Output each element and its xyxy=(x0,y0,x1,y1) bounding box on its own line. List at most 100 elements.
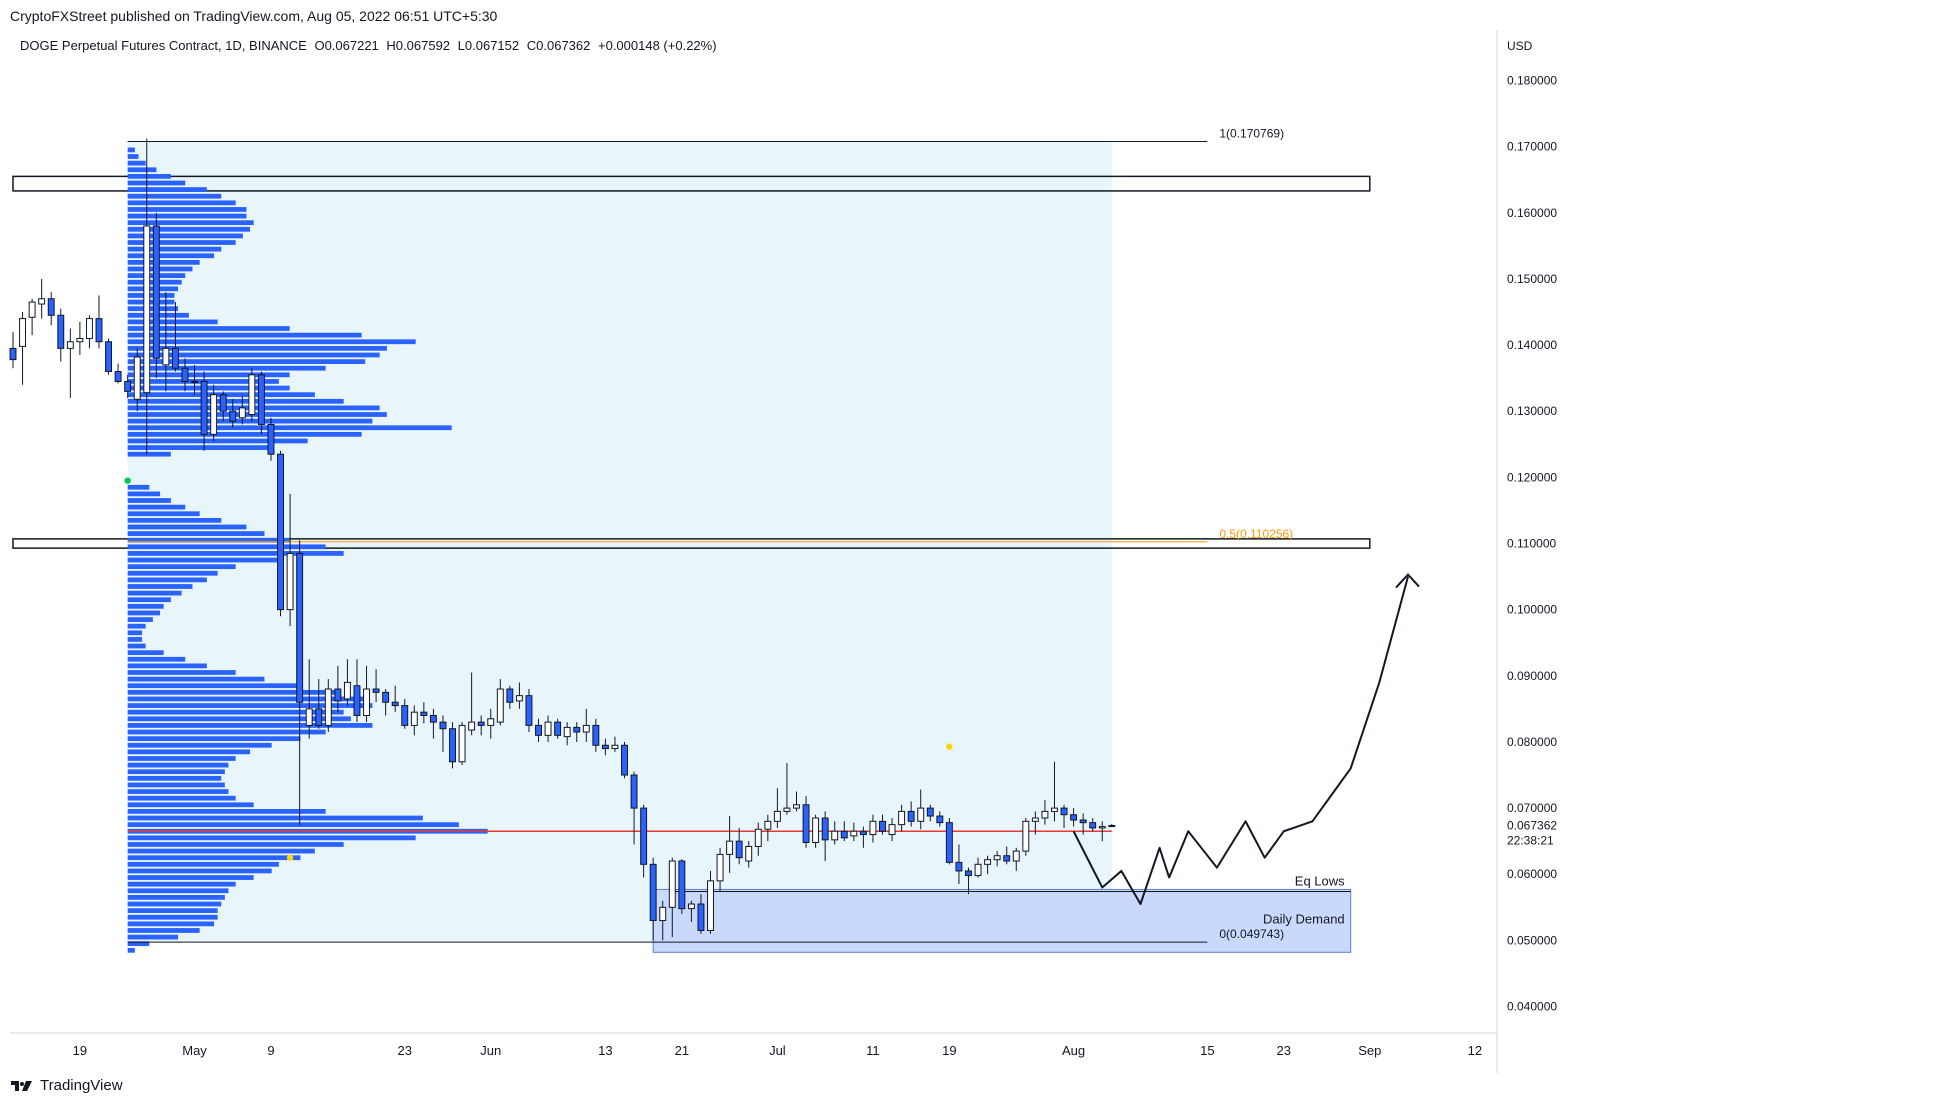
volume-profile-bar xyxy=(127,544,326,550)
volume-profile-bar xyxy=(127,345,387,351)
candle xyxy=(726,816,734,873)
candle-body xyxy=(1003,855,1011,862)
volume-profile-bar xyxy=(127,173,171,179)
fib-level-label: 0.5(0.110256) xyxy=(1219,527,1293,541)
candle-body xyxy=(124,380,132,392)
volume-profile-bar xyxy=(127,716,351,722)
volume-profile-bar xyxy=(127,511,200,517)
volume-profile-bar xyxy=(127,240,236,245)
candle xyxy=(305,659,313,739)
candle xyxy=(496,679,504,726)
demand-zone-label: Daily Demand xyxy=(1263,911,1345,926)
candle-body xyxy=(363,688,370,716)
candle-body xyxy=(1089,822,1097,829)
candle-body xyxy=(535,724,542,736)
publisher-line: CryptoFXStreet published on TradingView.… xyxy=(10,8,498,24)
candle xyxy=(1022,818,1030,856)
candle-body xyxy=(888,824,896,836)
candle-body xyxy=(114,371,122,382)
volume-profile-bar xyxy=(127,564,236,570)
volume-profile-bar xyxy=(127,339,416,345)
volume-profile-bar xyxy=(127,167,157,173)
candle-body xyxy=(955,861,963,872)
candle xyxy=(840,821,848,842)
volume-profile-bar xyxy=(127,418,373,424)
candle xyxy=(573,722,581,742)
candle-body xyxy=(1098,826,1106,829)
candle xyxy=(9,331,17,369)
candle xyxy=(1098,821,1106,842)
y-tick-label: 0.080000 xyxy=(1507,735,1557,749)
candle-body xyxy=(410,711,418,726)
candle-body xyxy=(1012,850,1020,862)
volume-profile-bar xyxy=(127,921,215,927)
candle-body xyxy=(85,318,93,339)
candle-body xyxy=(95,318,103,343)
y-tick-label: 0.160000 xyxy=(1507,206,1557,220)
x-tick-label: Jul xyxy=(769,1043,786,1058)
candle xyxy=(200,371,208,451)
candle xyxy=(286,493,294,627)
candle-body xyxy=(66,341,74,349)
candle xyxy=(821,811,829,862)
candle-body xyxy=(200,380,208,435)
volume-profile-bar xyxy=(127,484,150,490)
footer-brand: TradingView xyxy=(40,1077,123,1094)
candle xyxy=(1108,824,1116,828)
volume-profile-bar xyxy=(127,809,326,814)
eq-lows-label: Eq Lows xyxy=(1295,873,1345,888)
volume-profile-bar xyxy=(127,848,315,854)
candle-body xyxy=(468,721,476,731)
candle xyxy=(85,315,93,349)
volume-profile-bar xyxy=(127,782,225,788)
volume-profile-bar xyxy=(127,868,272,874)
x-tick-label: 15 xyxy=(1200,1043,1214,1058)
candle-body xyxy=(515,695,523,702)
volume-profile-bar xyxy=(127,193,222,199)
volume-profile-bar xyxy=(127,160,146,166)
candle-body xyxy=(611,744,619,750)
candle-body xyxy=(439,721,447,730)
candle-body xyxy=(382,691,390,703)
candle xyxy=(343,659,351,706)
candle xyxy=(238,396,246,425)
volume-profile-bar xyxy=(127,431,362,437)
volume-profile-bar xyxy=(127,299,175,305)
candle-body xyxy=(162,347,170,366)
candle-body xyxy=(143,225,151,394)
candle-body xyxy=(965,870,972,877)
volume-profile-bar xyxy=(127,306,179,312)
volume-profile-bar xyxy=(127,213,247,219)
candle-body xyxy=(391,701,399,707)
candle-body xyxy=(496,688,504,723)
candle-body xyxy=(38,298,46,305)
candle xyxy=(945,818,953,865)
annotations-layer xyxy=(124,477,1420,906)
candle xyxy=(745,841,753,868)
candle xyxy=(458,722,466,766)
x-tick-label: Jun xyxy=(480,1043,501,1058)
candle xyxy=(248,368,256,422)
candle xyxy=(382,689,390,716)
volume-profile-bar xyxy=(127,425,452,431)
volume-profile-bar xyxy=(127,749,251,755)
candle-body xyxy=(372,688,380,693)
candle-body xyxy=(210,394,218,435)
candle-body xyxy=(324,688,332,726)
volume-profile-bar xyxy=(127,842,344,847)
candle-body xyxy=(573,726,581,733)
candle-body xyxy=(630,774,638,809)
volume-profile-bar xyxy=(127,498,171,503)
y-tick-label: 0.100000 xyxy=(1507,603,1557,617)
candle-body xyxy=(238,407,246,419)
y-tick-label: 0.170000 xyxy=(1507,140,1557,154)
volume-profile-bar xyxy=(127,875,254,880)
volume-profile-bar xyxy=(127,742,272,748)
candle xyxy=(1041,800,1049,825)
projection-path xyxy=(1072,576,1409,906)
volume-profile-bar xyxy=(127,451,171,457)
volume-profile-bar xyxy=(127,934,179,940)
ohlc-close: C0.067362 xyxy=(526,38,591,53)
volume-profile-bar xyxy=(127,577,207,583)
